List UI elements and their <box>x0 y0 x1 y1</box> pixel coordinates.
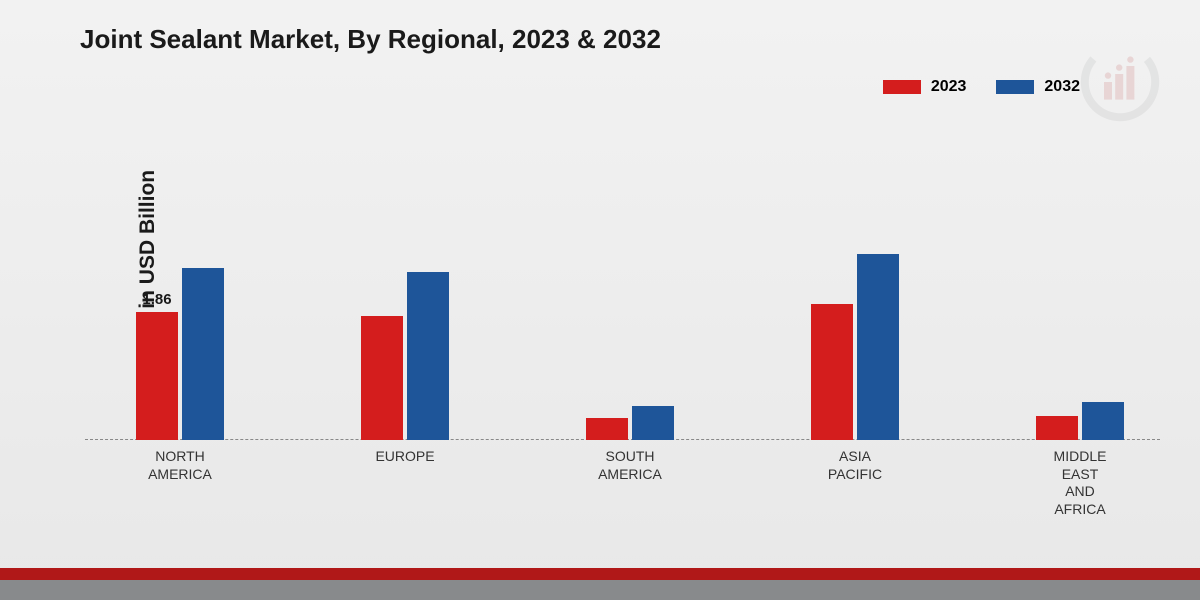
bar-group <box>355 272 455 440</box>
footer-stripe-red <box>0 568 1200 580</box>
legend-swatch-2032 <box>996 80 1034 94</box>
bar <box>407 272 449 440</box>
x-axis-label: SOUTHAMERICA <box>560 448 700 483</box>
legend-item-2032: 2032 <box>996 78 1080 96</box>
bar-group: 1.86 <box>130 268 230 440</box>
bar <box>1036 416 1078 440</box>
bar-group <box>1030 402 1130 440</box>
bar-group <box>580 406 680 440</box>
legend-label-2023: 2023 <box>931 78 967 96</box>
legend-swatch-2023 <box>883 80 921 94</box>
legend: 2023 2032 <box>883 78 1080 96</box>
bar <box>361 316 403 440</box>
x-axis-label: ASIAPACIFIC <box>785 448 925 483</box>
bar <box>857 254 899 440</box>
legend-item-2023: 2023 <box>883 78 967 96</box>
bar-group <box>805 254 905 440</box>
bar <box>632 406 674 440</box>
x-axis-label: MIDDLEEASTANDAFRICA <box>1010 448 1150 518</box>
x-axis-label: EUROPE <box>335 448 475 466</box>
x-axis-label: NORTHAMERICA <box>110 448 250 483</box>
plot-area: 1.86 <box>85 110 1160 440</box>
bar-data-label: 1.86 <box>142 291 171 308</box>
chart-title: Joint Sealant Market, By Regional, 2023 … <box>80 24 661 55</box>
bar: 1.86 <box>136 312 178 440</box>
bar <box>586 418 628 440</box>
x-axis-labels: NORTHAMERICA EUROPE SOUTHAMERICA ASIAPACIFI… <box>85 448 1160 548</box>
bar <box>182 268 224 440</box>
bar <box>1082 402 1124 440</box>
footer-stripe-grey <box>0 580 1200 600</box>
bar <box>811 304 853 440</box>
footer-stripe <box>0 568 1200 600</box>
legend-label-2032: 2032 <box>1044 78 1080 96</box>
